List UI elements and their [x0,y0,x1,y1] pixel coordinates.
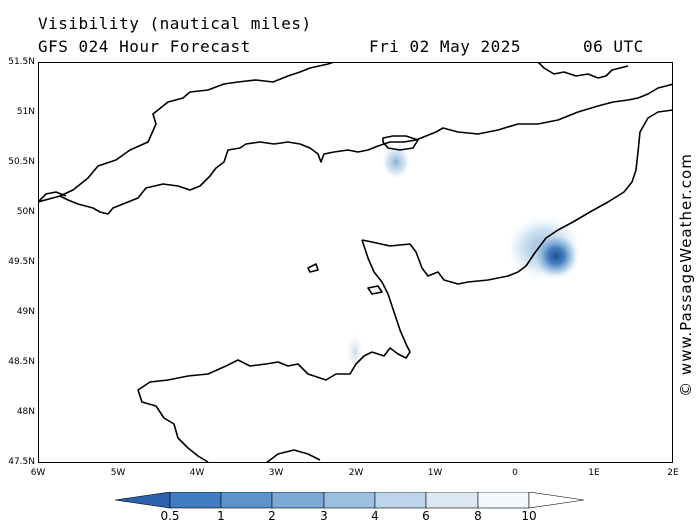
forecast-time: 06 UTC [583,37,644,56]
colorbar-segment [169,492,222,509]
lon-label: 2E [667,468,679,478]
visibility-patch-brittany [345,330,365,374]
colorbar-segment [220,492,273,509]
colorbar-segment [323,492,376,509]
lon-label: 6W [30,468,46,478]
lon-label: 5W [110,468,126,478]
watermark-text: © www.PassageWeather.com [677,153,695,397]
colorbar-label: 8 [474,509,482,523]
brittany-coastline [137,351,373,463]
colorbar-arrow-right [528,492,585,509]
brittany-south-coast [265,449,321,463]
lon-label: 2W [348,468,364,478]
map-title: Visibility (nautical miles) [38,14,312,33]
lon-label: 0 [512,468,518,478]
lon-label: 3W [268,468,284,478]
jersey-island [367,285,383,295]
lat-label: 48.5N [8,357,35,367]
lat-label: 51N [16,107,35,117]
visibility-patch-seine-core [532,232,580,280]
visibility-map [38,62,673,463]
cornwall-tip [38,191,67,203]
lat-label: 47.5N [8,457,35,467]
forecast-subtitle: GFS 024 Hour Forecast [38,37,251,56]
lon-label: 1W [427,468,443,478]
visibility-colorbar [115,492,585,509]
colorbar-label: 0.5 [160,509,180,523]
lat-label: 48N [16,407,35,417]
colorbar-segment [477,492,530,509]
colorbar-segment [425,492,479,509]
lon-label: 1E [588,468,600,478]
colorbar-segment [271,492,325,509]
isle-of-wight [382,135,419,151]
colorbar-label: 4 [371,509,379,523]
lat-label: 49N [16,307,35,317]
colorbar-label: 1 [217,509,225,523]
colorbar-label: 6 [422,509,430,523]
colorbar-label: 10 [521,509,537,523]
lat-label: 50.5N [8,157,35,167]
colorbar-arrow-left [115,492,171,509]
lat-label: 51.5N [8,57,35,67]
normandy-coastline [361,109,673,285]
guernsey-island [307,263,319,273]
colorbar-label: 3 [320,509,328,523]
colorbar-segment [374,492,427,509]
thames-estuary [537,62,629,79]
england-south-coast [59,83,673,215]
england-coastline [38,62,335,203]
visibility-patch-solent [381,144,411,180]
lon-label: 4W [189,468,205,478]
forecast-date: Fri 02 May 2025 [369,37,521,56]
lat-label: 50N [16,207,35,217]
lat-label: 49.5N [8,257,35,267]
watermark: © www.PassageWeather.com [676,150,696,400]
colorbar-label: 2 [268,509,276,523]
cotentin-west-coast [361,239,411,359]
